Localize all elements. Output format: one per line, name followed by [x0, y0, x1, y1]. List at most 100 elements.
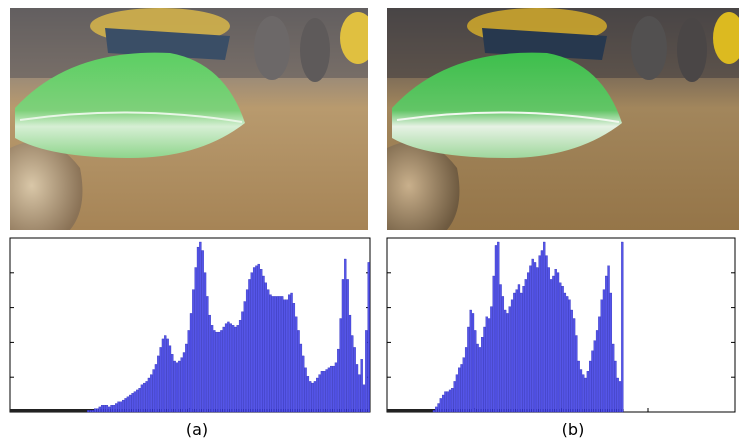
histogram-bar — [189, 313, 193, 413]
histogram-bar — [210, 325, 214, 413]
histogram-bar — [96, 408, 99, 413]
histogram-bar — [435, 406, 438, 413]
histogram-bar — [283, 299, 286, 413]
histogram-bar — [439, 398, 442, 413]
histogram-bar — [360, 359, 363, 413]
histogram-bar — [131, 393, 134, 413]
histogram-bar — [563, 292, 567, 413]
histogram-bar — [171, 354, 174, 413]
histogram-bar — [339, 318, 342, 413]
histogram-bar — [173, 360, 176, 413]
histogram-bar — [122, 399, 125, 413]
histogram-bar — [575, 335, 578, 413]
histogram-bar — [238, 320, 242, 413]
histogram-bar — [213, 330, 216, 413]
histogram-bar — [538, 255, 541, 413]
histogram-bar — [582, 374, 585, 413]
histogram-bar — [316, 377, 319, 413]
histogram-bar — [455, 374, 459, 413]
histogram-bar — [143, 382, 146, 413]
histogram-bar — [194, 267, 197, 413]
histogram-bar — [262, 275, 265, 413]
histogram-bar — [129, 394, 132, 413]
histogram-bar — [259, 269, 263, 413]
histogram-bar — [460, 364, 463, 413]
histogram-bar — [161, 338, 165, 413]
histogram-bar — [341, 279, 345, 413]
histogram-bar — [320, 371, 324, 413]
histogram-bar — [593, 340, 596, 413]
histogram-bar — [108, 406, 111, 413]
histogram-bar — [309, 381, 312, 413]
histogram-bar — [543, 241, 546, 413]
histogram-bar — [192, 289, 195, 413]
histogram-bar — [91, 410, 95, 413]
histogram-bar — [616, 377, 619, 413]
histogram-bar — [487, 318, 491, 413]
histogram-bar — [584, 377, 587, 413]
histogram-bar — [367, 262, 370, 413]
histogram-bar — [526, 272, 530, 413]
histogram-bar — [568, 299, 571, 413]
histogram-bar — [464, 347, 468, 413]
histogram-bar — [556, 272, 560, 413]
histogram-bar — [124, 398, 127, 413]
histogram-bar — [483, 326, 486, 413]
histogram-bar — [306, 376, 310, 413]
histogram-bar — [236, 325, 239, 413]
histogram-bar — [147, 377, 151, 413]
histogram-bar — [105, 405, 109, 413]
histogram-a-plot — [9, 237, 371, 413]
histogram-b-plot — [386, 237, 736, 413]
histogram-bar — [612, 343, 615, 413]
histogram-bar — [222, 326, 225, 413]
histogram-bar — [227, 321, 230, 413]
histogram-bar — [248, 279, 251, 413]
histogram-bar — [529, 265, 532, 413]
histogram-bar — [168, 345, 172, 413]
histogram-bar — [446, 391, 449, 413]
histogram-bar — [199, 241, 202, 413]
histogram-bar — [598, 316, 601, 413]
histogram-bar — [327, 367, 331, 413]
histogram-bar — [257, 263, 260, 413]
leaf-photo-icon — [10, 8, 368, 230]
histogram-bar — [437, 403, 440, 413]
histogram-bar — [180, 357, 183, 413]
histogram-bar — [618, 381, 622, 413]
histogram-bar — [136, 389, 139, 413]
histogram-bar — [330, 365, 333, 413]
histogram-bar — [325, 369, 328, 413]
histogram-b — [385, 236, 737, 416]
histogram-bar — [467, 326, 470, 413]
histogram-bar — [497, 241, 500, 413]
histogram-bar — [517, 284, 521, 413]
histogram-bar — [524, 279, 527, 413]
histogram-bar — [304, 367, 307, 413]
histogram-bar — [110, 405, 113, 413]
histogram-bar — [252, 267, 256, 413]
leaf-photo-icon — [387, 8, 739, 230]
histogram-bar — [276, 296, 279, 413]
histogram-bar — [462, 357, 465, 413]
histogram-bar — [351, 335, 354, 413]
histogram-bar — [231, 325, 235, 413]
histogram-bar — [164, 335, 167, 413]
histogram-bar — [234, 326, 237, 413]
histogram-bar — [344, 258, 347, 413]
histogram-bar — [485, 316, 488, 413]
histogram-bar — [353, 347, 356, 413]
histogram-bar — [540, 250, 544, 413]
histogram-bar — [208, 314, 211, 413]
histogram-bar — [175, 362, 179, 413]
histogram-bar — [274, 296, 277, 413]
photo-b — [387, 8, 739, 230]
histogram-bar — [159, 347, 162, 413]
histogram-bar — [285, 299, 289, 413]
histogram-bar — [334, 362, 338, 413]
histogram-bar — [481, 337, 484, 413]
histogram-bar — [323, 371, 326, 413]
histogram-bar — [157, 355, 160, 413]
histogram-bar — [292, 303, 296, 413]
histogram-bar — [531, 258, 534, 413]
